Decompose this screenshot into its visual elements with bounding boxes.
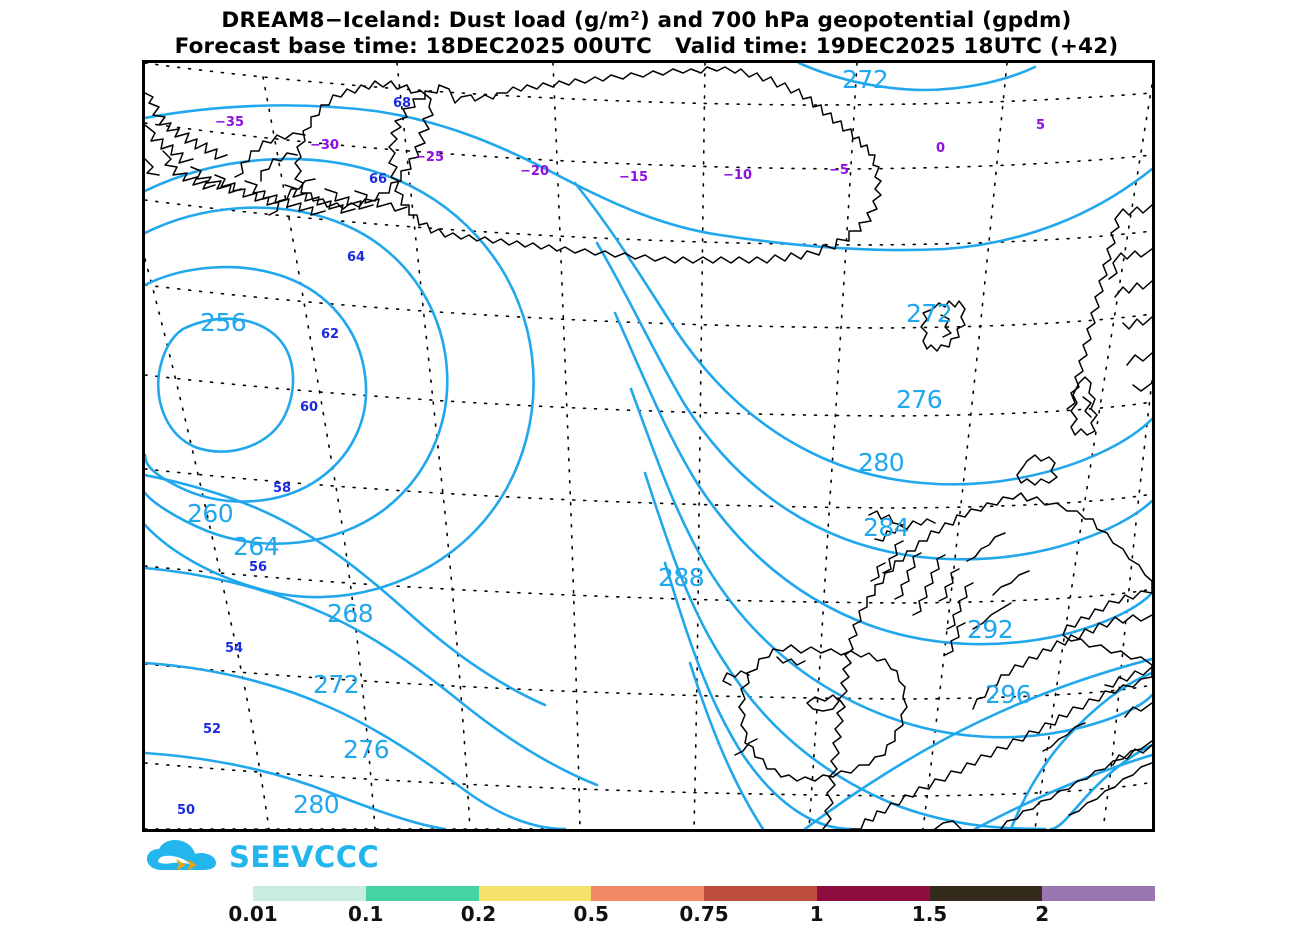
contour-label-284: 284 [863, 513, 909, 542]
contour-label-272a: 272 [313, 670, 359, 699]
cloud-icon [147, 840, 216, 871]
contour-label-272c: 272 [842, 65, 888, 94]
lat-label-58: 58 [273, 481, 291, 496]
colorbar-segment-2 [478, 886, 592, 901]
colorbar-label-3: 0.5 [573, 902, 609, 926]
colorbar-tick-labels: 0.01 0.1 0.2 0.5 0.75 1 1.5 2 [228, 902, 1155, 926]
colorbar-swatches [253, 886, 1155, 901]
logo-text: SEEVCCC [229, 839, 380, 874]
page-subtitle: Forecast base time: 18DEC2025 00UTC Vali… [174, 34, 1119, 60]
contour-labels: 256 260 264 268 272 276 280 272 276 280 … [187, 65, 1032, 819]
map-panel: 256 260 264 268 272 276 280 272 276 280 … [142, 60, 1155, 832]
colorbar-label-7: 2 [1035, 902, 1050, 926]
lat-label-64: 64 [347, 250, 365, 265]
lon-label-m25: −25 [415, 150, 444, 165]
colorbar-label-5: 1 [809, 902, 824, 926]
contour-label-292: 292 [967, 615, 1013, 644]
longitude-labels: −35 −30 −25 −20 −15 −10 −5 0 5 [215, 115, 1045, 185]
colorbar-segment-0 [253, 886, 366, 901]
geopotential-contours [145, 63, 1152, 829]
lat-label-66: 66 [369, 172, 387, 187]
lon-label-5: 5 [1036, 118, 1045, 133]
lat-label-50: 50 [177, 803, 195, 818]
contour-label-260: 260 [187, 499, 233, 528]
colorbar-label-1: 0.1 [348, 902, 384, 926]
contour-label-280b: 280 [858, 448, 904, 477]
lon-label-m30: −30 [310, 138, 339, 153]
colorbar-segment-5 [816, 886, 930, 901]
colorbar: 0.01 0.1 0.2 0.5 0.75 1 1.5 2 [228, 886, 1155, 926]
lat-label-52: 52 [203, 722, 221, 737]
contour-label-276a: 276 [343, 735, 389, 764]
contour-label-268: 268 [327, 599, 373, 628]
colorbar-segment-6 [929, 886, 1043, 901]
contour-label-256: 256 [200, 308, 246, 337]
lat-label-68: 68 [393, 96, 411, 111]
lon-label-m15: −15 [619, 170, 648, 185]
weather-map: 256 260 264 268 272 276 280 272 276 280 … [145, 63, 1152, 829]
colorbar-label-4: 0.75 [679, 902, 729, 926]
graticule-latitudes [145, 63, 1152, 829]
coastlines [145, 66, 1152, 829]
lat-label-62: 62 [321, 327, 339, 342]
contour-label-272b: 272 [906, 299, 952, 328]
latitude-labels: 68 66 64 62 60 58 56 54 52 50 [177, 96, 411, 818]
colorbar-label-6: 1.5 [911, 902, 948, 926]
colorbar-segment-4 [704, 886, 817, 901]
lon-label-m10: −10 [723, 168, 752, 183]
lat-label-54: 54 [225, 641, 243, 656]
contour-label-280a: 280 [293, 790, 339, 819]
lon-label-m5: −5 [829, 163, 849, 178]
colorbar-label-0: 0.01 [228, 902, 278, 926]
contour-label-264: 264 [233, 532, 279, 561]
seevccc-logo: SEEVCCC [146, 838, 446, 876]
lat-label-60: 60 [300, 400, 318, 415]
page-title: DREAM8−Iceland: Dust load (g/m²) and 700… [221, 8, 1072, 33]
colorbar-segment-3 [591, 886, 704, 901]
lon-label-0: 0 [936, 141, 945, 156]
contour-label-296: 296 [985, 680, 1031, 709]
contour-label-276b: 276 [896, 385, 942, 414]
colorbar-label-2: 0.2 [460, 902, 497, 926]
lon-label-m20: −20 [520, 164, 549, 179]
chart-title-block: DREAM8−Iceland: Dust load (g/m²) and 700… [0, 8, 1293, 60]
lon-label-m35: −35 [215, 115, 244, 130]
contour-label-288: 288 [658, 563, 704, 592]
lat-label-56: 56 [249, 560, 267, 575]
colorbar-segment-7 [1042, 886, 1155, 901]
colorbar-segment-1 [365, 886, 479, 901]
